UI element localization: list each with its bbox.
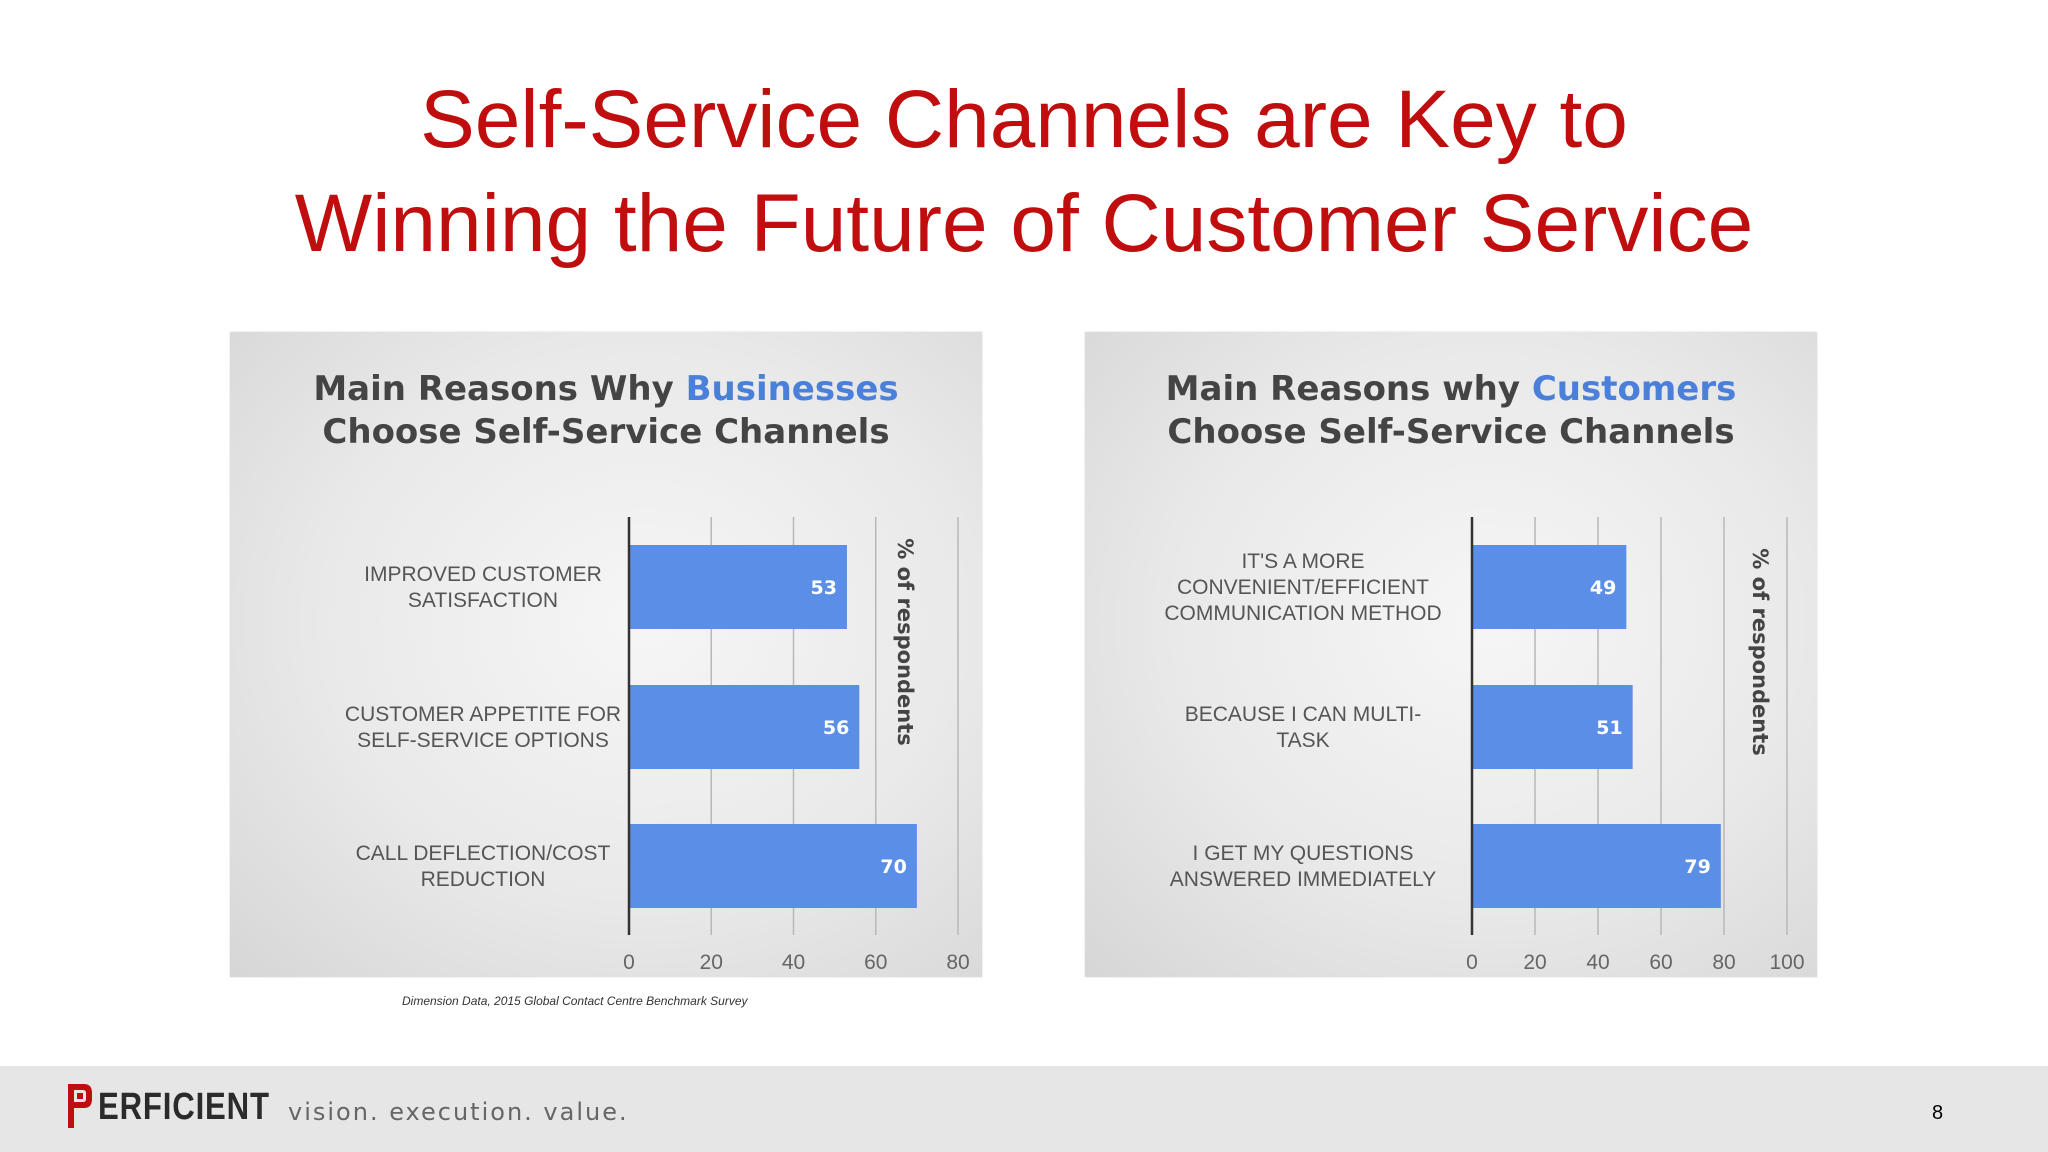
customer-chart-title-line-2: Choose Self-Service Channels: [1167, 412, 1735, 452]
customer-data-label: 51: [1596, 717, 1622, 739]
slide-title-line-1: Self-Service Channels are Key to: [420, 74, 1628, 165]
slide-title-line-2: Winning the Future of Customer Service: [294, 178, 1754, 269]
perficient-p-logo-icon: [68, 1084, 92, 1128]
customer-data-label: 49: [1590, 577, 1616, 599]
customer-category-label: ANSWERED IMMEDIATELY: [1170, 868, 1436, 891]
customer-tick-label: 60: [1649, 951, 1672, 974]
business-chart-title-prefix: Main Reasons Why: [313, 369, 686, 409]
customer-tick-label: 20: [1523, 951, 1546, 974]
business-data-label: 56: [823, 717, 849, 739]
footer-bar: ERFICIENT vision. execution. value. 8: [0, 1066, 2048, 1152]
business-tick-label: 40: [782, 951, 805, 974]
business-category-label: REDUCTION: [421, 868, 546, 891]
perficient-logo-text: ERFICIENT: [98, 1086, 270, 1128]
business-tick-label: 60: [864, 951, 887, 974]
business-reasons-chart-panel: Main Reasons Why Businesses Choose Self-…: [230, 332, 982, 977]
customer-bar: [1472, 545, 1627, 629]
business-reasons-bar-chart: 53 IMPROVED CUSTOMER SATISFACTION 56 CUSTOME…: [345, 517, 970, 974]
business-chart-title-line-2: Choose Self-Service Channels: [322, 412, 890, 452]
customer-tick-label: 0: [1466, 951, 1478, 974]
business-category-label: CALL DEFLECTION/COST: [356, 842, 611, 865]
business-chart-title-highlight: Businesses: [685, 369, 899, 409]
customer-category-label: COMMUNICATION METHOD: [1164, 602, 1441, 625]
customer-chart-title: Main Reasons why Customers Choose Self-S…: [1085, 368, 1817, 454]
customer-category-label: IT'S A MORE: [1241, 550, 1364, 573]
business-category-label: SELF-SERVICE OPTIONS: [357, 729, 609, 752]
slide-title: Self-Service Channels are Key to Winning…: [0, 68, 2048, 276]
customer-axis-title: % of respondents: [1748, 548, 1772, 756]
business-bar: [629, 685, 860, 769]
business-bar: [629, 824, 917, 908]
business-data-label: 53: [811, 577, 837, 599]
business-tick-label: 20: [700, 951, 723, 974]
business-category-label: CUSTOMER APPETITE FOR: [345, 703, 621, 726]
business-bar: [629, 545, 847, 629]
customer-tick-label: 40: [1586, 951, 1609, 974]
customer-category-label: I GET MY QUESTIONS: [1193, 842, 1414, 865]
customer-category-label: CONVENIENT/EFFICIENT: [1177, 576, 1429, 599]
business-tick-label: 0: [623, 951, 635, 974]
business-chart-title: Main Reasons Why Businesses Choose Self-…: [230, 368, 982, 454]
customer-bar: [1472, 685, 1633, 769]
page-number: 8: [1932, 1102, 1944, 1124]
customer-chart-title-highlight: Customers: [1531, 369, 1737, 409]
customer-bar: [1472, 824, 1721, 908]
customer-reasons-chart-panel: Main Reasons why Customers Choose Self-S…: [1085, 332, 1817, 977]
customer-chart-title-prefix: Main Reasons why: [1165, 369, 1532, 409]
business-data-label: 70: [880, 856, 906, 878]
source-note: Dimension Data, 2015 Global Contact Cent…: [402, 994, 748, 1008]
customer-category-label: BECAUSE I CAN MULTI-: [1185, 703, 1421, 726]
customer-data-label: 79: [1684, 856, 1710, 878]
business-axis-title: % of respondents: [893, 538, 917, 746]
business-tick-label: 80: [946, 951, 969, 974]
business-category-label: SATISFACTION: [408, 589, 558, 612]
business-category-label: IMPROVED CUSTOMER: [364, 563, 602, 586]
customer-tick-label: 100: [1769, 951, 1804, 974]
tagline: vision. execution. value.: [288, 1098, 629, 1126]
customer-category-label: TASK: [1276, 729, 1329, 752]
customer-reasons-bar-chart: 49 IT'S A MORE CONVENIENT/EFFICIENT COMMUNI…: [1164, 517, 1805, 974]
customer-tick-label: 80: [1712, 951, 1735, 974]
